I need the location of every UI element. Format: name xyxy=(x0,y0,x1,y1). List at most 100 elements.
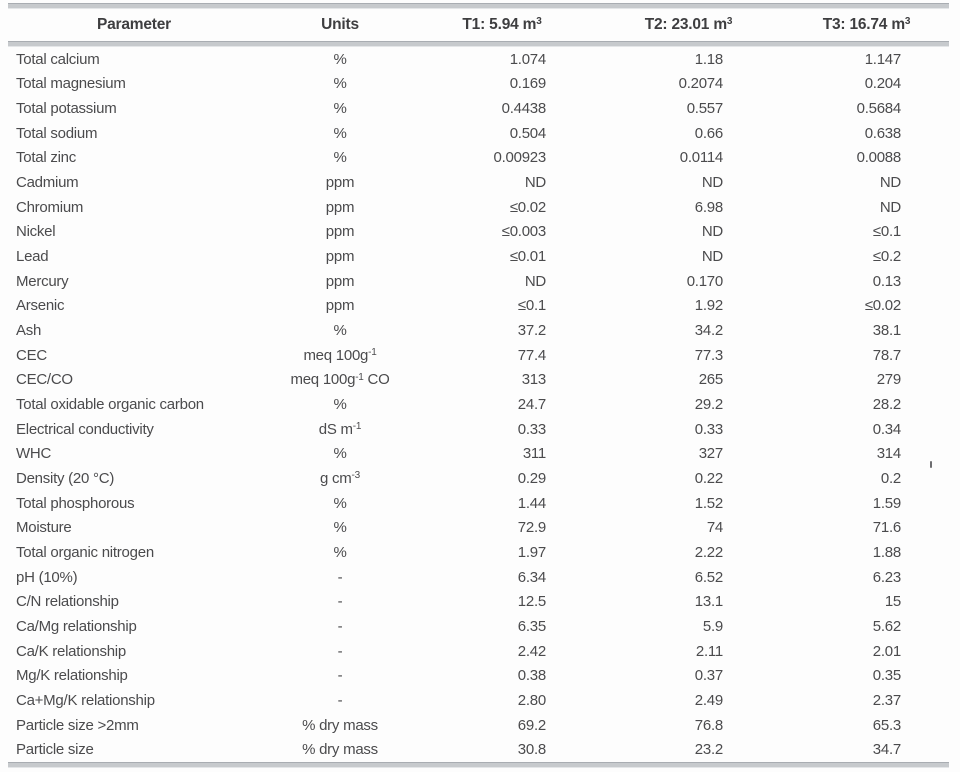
t2-value-cell: 1.52 xyxy=(694,494,723,512)
parameter-cell: Total zinc xyxy=(16,149,77,167)
units-cell: % xyxy=(333,445,347,463)
table-top-rule xyxy=(8,3,949,9)
units-cell: % xyxy=(333,543,347,561)
parameter-cell: Chromium xyxy=(16,198,84,216)
column-header-t1: T1: 5.94 m3 xyxy=(462,15,542,33)
column-header-units: Units xyxy=(321,15,359,33)
parameter-cell: pH (10%) xyxy=(16,568,78,586)
table-row: Nickel ppm ≤0.003 ND ≤0.1 xyxy=(8,220,948,245)
table-row: pH (10%) - 6.34 6.52 6.23 xyxy=(8,565,948,590)
units-cell: ppm xyxy=(325,297,355,315)
table-row: Particle size >2mm % dry mass 69.2 76.8 65.3 xyxy=(8,713,948,738)
parameter-cell: CEC/CO xyxy=(16,371,73,389)
parameter-cell: WHC xyxy=(16,445,52,463)
parameter-cell: CEC xyxy=(16,346,47,364)
table-row: Total oxidable organic carbon% 24.7 29.2 28… xyxy=(8,392,948,417)
t3-value-cell: ≤0.2 xyxy=(872,248,901,266)
t1-value-cell: ≤0.01 xyxy=(509,248,546,266)
table-row: Arsenic ppm ≤0.1 1.92 ≤0.02 xyxy=(8,294,948,319)
parameter-cell: Arsenic xyxy=(16,297,65,315)
t2-value-cell: 6.52 xyxy=(694,568,723,586)
table-row: Ca/K relationship - 2.42 2.11 2.01 xyxy=(8,639,948,664)
t3-value-cell: 2.01 xyxy=(872,642,901,660)
units-cell: % xyxy=(333,519,347,537)
parameter-cell: Ash xyxy=(16,322,42,340)
parameter-cell: Total potassium xyxy=(16,100,117,118)
units-cell: % xyxy=(333,100,347,118)
column-header-t3: T3: 16.74 m3 xyxy=(822,15,911,33)
table-row: WHC% 311 327 314 xyxy=(8,442,948,467)
t2-value-cell: 2.22 xyxy=(694,543,723,561)
units-cell: meq 100g-1 xyxy=(303,346,377,364)
table-row: Chromium ppm ≤0.02 6.98 ND xyxy=(8,195,948,220)
t2-value-cell: 5.9 xyxy=(702,617,723,635)
t2-value-cell: 0.33 xyxy=(694,420,723,438)
table-row: Total potassium% 0.4438 0.557 0.5684 xyxy=(8,96,948,121)
t1-value-cell: 77.4 xyxy=(517,346,546,364)
table-header-divider-rule xyxy=(8,41,949,47)
table-row: Total sodium% 0.504 0.66 0.638 xyxy=(8,121,948,146)
table-row: Mg/K relationship - 0.38 0.37 0.35 xyxy=(8,663,948,688)
units-cell: - xyxy=(337,667,343,685)
t1-value-cell: 2.42 xyxy=(517,642,546,660)
t2-value-cell: ND xyxy=(701,223,723,241)
parameter-cell: Lead xyxy=(16,248,49,266)
units-cell: - xyxy=(337,617,343,635)
t3-value-cell: 0.0088 xyxy=(856,149,902,167)
t1-value-cell: 1.44 xyxy=(517,494,546,512)
table-bottom-rule xyxy=(8,762,949,768)
t1-value-cell: 37.2 xyxy=(517,322,546,340)
t3-value-cell: 65.3 xyxy=(872,716,901,734)
t1-value-cell: 313 xyxy=(521,371,547,389)
table-row: Ash% 37.2 34.2 38.1 xyxy=(8,318,948,343)
parameter-cell: Total calcium xyxy=(16,50,100,68)
parameter-cell: Mg/K relationship xyxy=(16,667,128,685)
parameter-cell: Moisture xyxy=(16,519,72,537)
units-cell: % xyxy=(333,322,347,340)
parameter-cell: Total oxidable organic carbon xyxy=(16,396,204,414)
t3-value-cell: 6.23 xyxy=(872,568,901,586)
t3-value-cell: 0.35 xyxy=(872,667,901,685)
table-row: Mercury ppm ND 0.170 0.13 xyxy=(8,269,948,294)
parameter-cell: Total phosphorous xyxy=(16,494,135,512)
table-row: CEC meq 100g-1 77.4 77.3 78.7 xyxy=(8,343,948,368)
t3-value-cell: 0.5684 xyxy=(856,100,902,118)
units-cell: ppm xyxy=(325,174,355,192)
t2-value-cell: 0.0114 xyxy=(679,149,724,167)
table-row: Moisture% 72.9 74 71.6 xyxy=(8,515,948,540)
t1-value-cell: 69.2 xyxy=(517,716,546,734)
parameter-cell: Nickel xyxy=(16,223,56,241)
t1-value-cell: 0.33 xyxy=(517,420,546,438)
t3-value-cell: 71.6 xyxy=(872,519,901,537)
t3-value-cell: 0.2 xyxy=(880,469,901,487)
units-cell: - xyxy=(337,691,343,709)
parameter-cell: Density (20 °C) xyxy=(16,469,115,487)
units-cell: ppm xyxy=(325,198,355,216)
t1-value-cell: ≤0.02 xyxy=(509,198,546,216)
t2-value-cell: 6.98 xyxy=(694,198,723,216)
t1-value-cell: 6.34 xyxy=(517,568,546,586)
table-row: Lead ppm ≤0.01 ND ≤0.2 xyxy=(8,244,948,269)
units-cell: % dry mass xyxy=(302,741,378,759)
table-row: Density (20 °C) g cm-3 0.29 0.22 0.2 xyxy=(8,466,948,491)
t3-value-cell: 78.7 xyxy=(872,346,901,364)
t1-value-cell: 1.074 xyxy=(509,50,547,68)
t2-value-cell: 0.170 xyxy=(686,272,724,290)
t3-value-cell: 0.204 xyxy=(864,75,902,93)
units-cell: % xyxy=(333,396,347,414)
t1-value-cell: 12.5 xyxy=(517,593,546,611)
table-row: Total calcium% 1.074 1.18 1.147 xyxy=(8,47,948,72)
t1-value-cell: 1.97 xyxy=(517,543,546,561)
table-row: Total phosphorous% 1.44 1.52 1.59 xyxy=(8,491,948,516)
parameter-cell: Ca/K relationship xyxy=(16,642,126,660)
parameter-cell: Particle size >2mm xyxy=(16,716,139,734)
t2-value-cell: 0.37 xyxy=(694,667,723,685)
t3-value-cell: 314 xyxy=(876,445,902,463)
units-cell: g cm-3 xyxy=(320,469,360,487)
t1-value-cell: 0.4438 xyxy=(501,100,547,118)
t3-value-cell: 34.7 xyxy=(872,741,901,759)
units-cell: meq 100g-1 CO xyxy=(290,371,390,389)
column-header-parameter: Parameter xyxy=(96,15,172,33)
t3-value-cell: 2.37 xyxy=(872,691,901,709)
t2-value-cell: 0.66 xyxy=(694,124,723,142)
